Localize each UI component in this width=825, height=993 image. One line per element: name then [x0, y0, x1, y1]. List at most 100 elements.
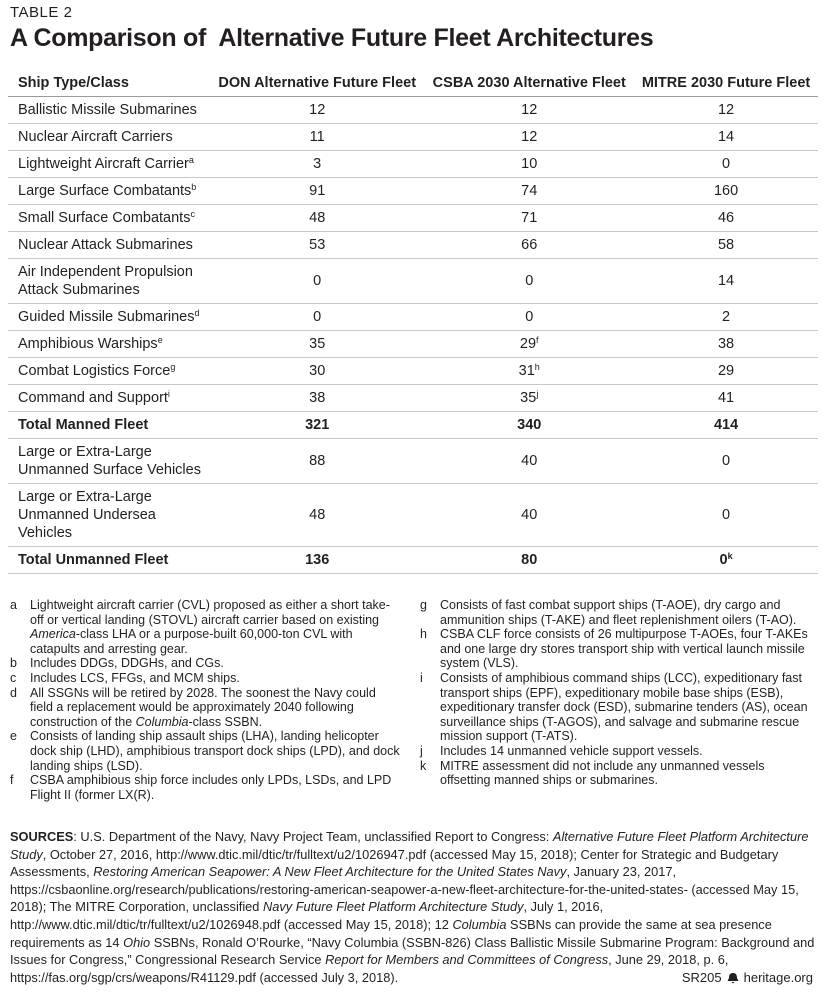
footnote-text: All SSGNs will be retired by 2028. The s… [30, 686, 400, 730]
value-cell: 14 [634, 123, 818, 151]
label-cell: Small Surface Combatantsc [8, 204, 210, 232]
text: -class LHA or a purpose-built 60,000-ton… [30, 627, 353, 656]
footnote: h CSBA CLF force consists of 26 multipurp… [420, 627, 815, 671]
value-cell: 91 [210, 177, 425, 205]
cell-text: 40 [521, 507, 538, 523]
row: Combat Logistics Forceg 30 31h 29 [8, 357, 818, 385]
bell-icon [727, 972, 739, 983]
note-ref: d [194, 308, 200, 318]
value-cell: 66 [424, 231, 635, 259]
total-row: Total Manned Fleet 321 340 414 [8, 411, 818, 439]
row: Small Surface Combatantsc 48 71 46 [8, 204, 818, 232]
footnote-key: h [420, 627, 427, 642]
cell-text: 53 [309, 237, 326, 253]
value-cell: 41 [634, 384, 818, 412]
label-cell: Command and Supporti [8, 384, 210, 412]
italic-text: Report for Members and Committees of Con… [325, 952, 609, 968]
cell-text: Small Surface Combatants [18, 210, 191, 226]
footnote: g Consists of fast combat support ships (… [420, 598, 815, 627]
text: -class SSBN. [188, 714, 263, 729]
footnote: c Includes LCS, FFGs, and MCM ships. [10, 671, 400, 686]
footnote-key: e [10, 729, 17, 744]
cell-text: 31 [518, 363, 535, 379]
value-cell: 53 [210, 231, 425, 259]
site: heritage.org [743, 970, 813, 985]
value-cell: 29 [634, 357, 818, 385]
column-header: CSBA 2030 Alternative Fleet [424, 70, 635, 97]
row: Lightweight Aircraft Carriera 3 10 0 [8, 150, 818, 178]
value-cell: 48 [210, 204, 425, 232]
text: , October 27, 2016, http://www.dtic.mil/… [10, 846, 779, 880]
cell-text: 48 [309, 210, 326, 226]
italic-text: Alternative Future Fleet Platform Archit… [10, 829, 809, 862]
cell-text: Command and Support [18, 390, 168, 406]
value-cell: 2 [634, 303, 818, 331]
cell-text: 29 [717, 363, 735, 379]
text: , January 23, 2017, https://csbaonline.o… [10, 864, 799, 915]
text: Lightweight aircraft carrier (CVL) propo… [30, 598, 390, 627]
footnote-text: Includes 14 unmanned vehicle support ves… [440, 744, 703, 759]
sources-text: : U.S. Department of the Navy, Navy Proj… [10, 829, 814, 985]
row: Air Independent Propulsion Attack Submar… [8, 258, 818, 304]
value-cell: 414 [634, 411, 818, 439]
cell-text: 40 [521, 453, 538, 469]
value-cell: 340 [424, 411, 635, 439]
footer: SR205 heritage.org [682, 970, 813, 985]
text: CSBA amphibious ship force includes only… [30, 773, 392, 802]
footnote: b Includes DDGs, DDGHs, and CGs. [10, 656, 400, 671]
footnote-text: Consists of amphibious command ships (LC… [440, 671, 815, 744]
footnotes-left: a Lightweight aircraft carrier (CVL) prop… [10, 598, 400, 802]
note-ref: b [191, 182, 197, 192]
label-cell: Lightweight Aircraft Carriera [8, 150, 210, 178]
cell-text: 12 [309, 102, 326, 118]
text: : U.S. Department of the Navy, Navy Proj… [73, 829, 553, 844]
row: Large or Extra-Large Unmanned Undersea V… [8, 483, 818, 547]
footnote-key: d [10, 685, 17, 700]
label-cell: Total Manned Fleet [8, 411, 210, 439]
value-cell: 136 [210, 546, 425, 574]
table-body: Ballistic Missile Submarines 12 12 12 Nuclea… [8, 96, 818, 574]
row: Amphibious Warshipse 35 29f 38 [8, 330, 818, 358]
cell-text: 12 [521, 129, 538, 145]
footnote-text: MITRE assessment did not include any unm… [440, 759, 815, 788]
cell-text: 88 [309, 453, 326, 469]
cell-text: Guided Missile Submarines [18, 309, 195, 325]
text: All SSGNs will be retired by 2028. The s… [30, 685, 376, 729]
value-cell: 30 [210, 357, 425, 385]
row: Ballistic Missile Submarines 12 12 12 [8, 96, 818, 124]
cell-text: 340 [517, 417, 542, 433]
row: Large or Extra-Large Unmanned Surface Ve… [8, 438, 818, 484]
cell-text: Total Manned Fleet [18, 417, 149, 433]
value-cell: 0 [424, 303, 635, 331]
value-cell: 10 [424, 150, 635, 178]
value-cell: 40 [424, 483, 635, 547]
cell-text: 0 [722, 453, 731, 469]
italic-text: Ohio [123, 934, 151, 950]
value-cell: 3 [210, 150, 425, 178]
cell-text: 74 [521, 183, 538, 199]
cell-text: Air Independent Propulsion Attack Submar… [18, 264, 193, 298]
report-code: SR205 [681, 970, 722, 985]
column-header: Ship Type/Class [8, 70, 210, 97]
label-cell: Large or Extra-Large Unmanned Undersea V… [8, 483, 210, 547]
label-cell: Nuclear Aircraft Carriers [8, 123, 210, 151]
cell-text: 66 [521, 237, 538, 253]
fleet-table: Ship Type/Class DON Alternative Future Fl… [8, 70, 818, 574]
cell-text: 136 [305, 552, 330, 568]
footnote-key: k [420, 758, 427, 773]
cell-text: Nuclear Attack Submarines [18, 237, 193, 253]
value-cell: 321 [210, 411, 425, 439]
cell-text: 0 [722, 507, 731, 523]
row: Nuclear Attack Submarines 53 66 58 [8, 231, 818, 259]
label-cell: Total Unmanned Fleet [8, 546, 210, 574]
cell-text: 48 [309, 507, 326, 523]
row: Command and Supporti 38 35j 41 [8, 384, 818, 412]
footnote-text: Consists of landing ship assault ships (… [30, 729, 400, 773]
note-ref: i [167, 389, 170, 399]
value-cell: 0 [210, 258, 425, 304]
label-cell: Air Independent Propulsion Attack Submar… [8, 258, 210, 304]
cell-text: Total Unmanned Fleet [18, 552, 169, 568]
footnote-key: a [10, 598, 17, 612]
cell-text: 0 [525, 273, 534, 289]
note-ref: a [188, 155, 194, 165]
